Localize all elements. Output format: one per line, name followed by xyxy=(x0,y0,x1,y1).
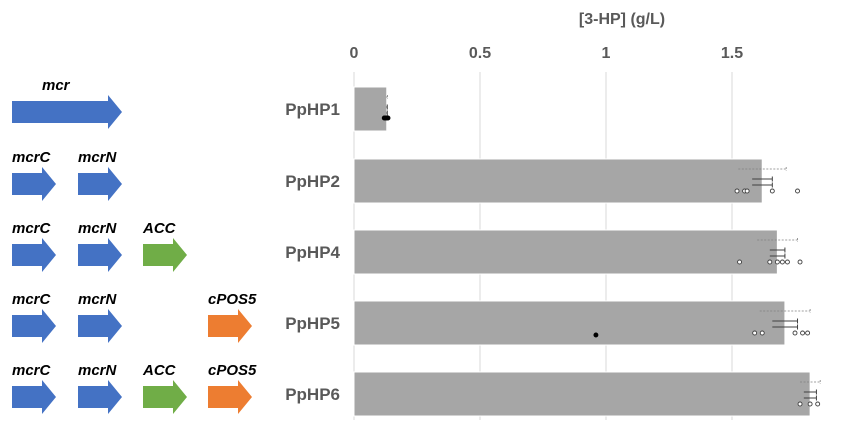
gene-arrow-icon xyxy=(12,309,56,343)
data-point xyxy=(800,330,806,336)
gene-arrow-icon xyxy=(78,167,122,201)
strain-label: PpHP1 xyxy=(285,100,340,119)
gene-label: cPOS5 xyxy=(208,291,257,308)
gene-arrow-icon xyxy=(12,238,56,272)
x-tick-label: 1.5 xyxy=(721,45,743,62)
x-tick-label: 0.5 xyxy=(469,45,491,62)
gene-label: ACC xyxy=(142,362,177,379)
strain-label: PpHP6 xyxy=(285,385,340,404)
data-point xyxy=(797,259,803,265)
x-axis-title: [3-HP] (g/L) xyxy=(579,11,665,28)
gene-label: mcr xyxy=(42,77,71,94)
gene-label: mcrC xyxy=(12,220,52,237)
bar xyxy=(353,300,786,346)
data-points xyxy=(381,115,821,407)
gene-constructs: mcr mcrC mcrN mcrC mcrN ACC mcrC mcrN cPOS5 mcrC m… xyxy=(12,77,257,414)
x-tick-labels: 00.511.52 xyxy=(350,45,744,62)
gene-arrow-icon xyxy=(143,238,187,272)
data-point xyxy=(795,188,800,194)
gene-arrow-icon xyxy=(12,95,122,129)
x-tick-label: 0 xyxy=(350,45,359,62)
strain-labels: PpHP1 PpHP2 PpHP4 PpHP5 PpHP6 xyxy=(285,100,340,404)
gene-label: ACC xyxy=(142,220,177,237)
data-point xyxy=(734,188,740,194)
data-point xyxy=(767,259,773,265)
data-point xyxy=(774,259,780,265)
gene-label: cPOS5 xyxy=(208,362,257,379)
gene-arrow-icon xyxy=(12,380,56,414)
data-point xyxy=(815,401,821,407)
data-point xyxy=(593,332,599,338)
data-point xyxy=(759,330,765,336)
gene-label: mcrN xyxy=(78,220,118,237)
gene-label: mcrC xyxy=(12,149,52,166)
gene-label: mcrN xyxy=(78,149,118,166)
gene-arrow-icon xyxy=(78,309,122,343)
gene-arrow-icon xyxy=(78,238,122,272)
gene-label: mcrC xyxy=(12,291,52,308)
gene-label: mcrN xyxy=(78,291,118,308)
gene-arrow-icon xyxy=(208,309,252,343)
strain-label: PpHP5 xyxy=(285,314,340,333)
strain-label: PpHP2 xyxy=(285,172,340,191)
bar xyxy=(353,371,811,417)
bar xyxy=(353,158,763,204)
data-point xyxy=(779,259,785,265)
gene-arrow-icon xyxy=(208,380,252,414)
bar xyxy=(353,229,778,275)
data-point xyxy=(744,188,750,194)
bar xyxy=(353,86,388,132)
data-point xyxy=(385,115,391,121)
data-point xyxy=(805,330,811,336)
data-point xyxy=(807,401,813,407)
data-point xyxy=(769,188,775,194)
gene-label: mcrN xyxy=(78,362,118,379)
gene-arrow-icon xyxy=(143,380,187,414)
x-tick-label: 1 xyxy=(602,45,611,62)
data-point xyxy=(752,330,758,336)
error-bars xyxy=(386,95,821,401)
bars xyxy=(353,86,811,417)
data-point xyxy=(792,330,798,336)
data-point xyxy=(784,259,790,265)
gene-label: mcrC xyxy=(12,362,52,379)
gene-arrow-icon xyxy=(12,167,56,201)
data-point xyxy=(737,259,743,265)
gene-arrow-icon xyxy=(78,380,122,414)
data-point xyxy=(797,401,803,407)
strain-label: PpHP4 xyxy=(285,243,340,262)
